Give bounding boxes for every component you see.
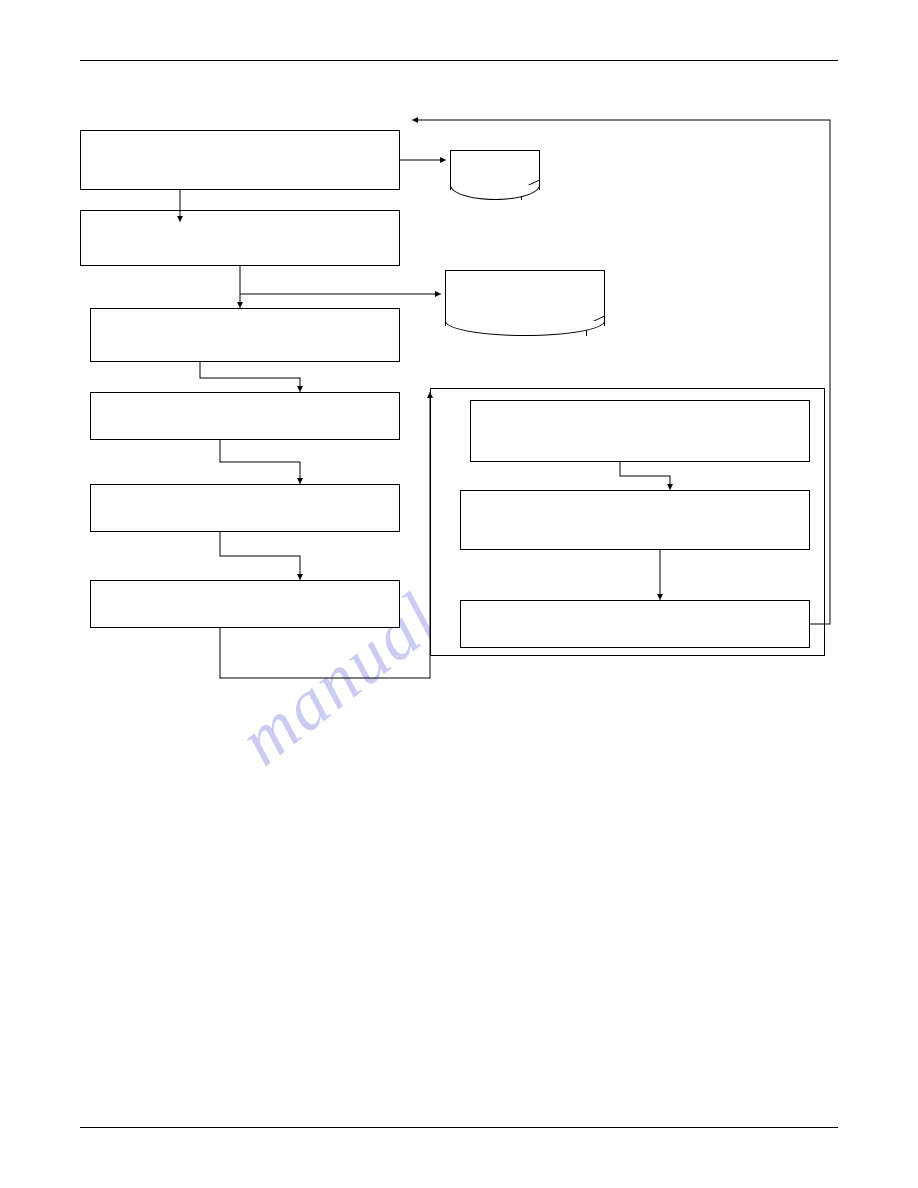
flowchart-canvas (80, 130, 838, 750)
flow-box-5 (90, 484, 400, 532)
flow-box-8 (460, 490, 810, 550)
rule-top (80, 60, 838, 61)
flow-box-1 (80, 130, 400, 190)
flow-box-2 (80, 210, 400, 266)
flow-box-6 (90, 580, 400, 628)
flow-doc-1 (450, 150, 540, 190)
flow-box-4 (90, 392, 400, 440)
page-frame: manualshive.com (80, 60, 838, 1128)
flow-box-7 (470, 400, 810, 462)
flow-doc-2 (445, 270, 605, 326)
flow-box-9 (460, 600, 810, 648)
flow-box-3 (90, 308, 400, 362)
rule-bottom (80, 1127, 838, 1128)
